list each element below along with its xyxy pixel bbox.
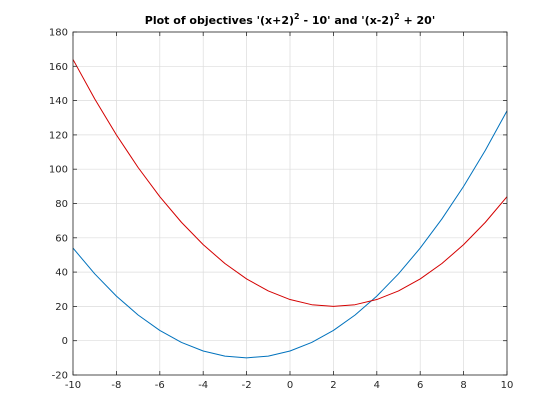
y-tick-label: 80: [55, 199, 68, 210]
x-tick-labels: -10 -8 -6 -4 -2 0 2 4 6 8 10: [65, 380, 514, 391]
x-tick-label: 2: [330, 380, 336, 391]
y-tick-label: 60: [55, 233, 68, 244]
chart-title-part1: Plot of objectives '(x+2): [145, 14, 294, 27]
y-tick-label: 140: [49, 96, 68, 107]
series-layer: [72, 59, 508, 359]
x-tick-label: -2: [242, 380, 252, 391]
y-tick-label: 160: [49, 62, 68, 73]
y-tick-label: 120: [49, 130, 68, 141]
series-line-2: [72, 59, 508, 307]
y-tick-label: 100: [49, 165, 68, 176]
x-tick-label: 4: [374, 380, 380, 391]
x-tick-label: -4: [198, 380, 208, 391]
y-tick-labels: -20 0 20 40 60 80 100 120 140 160 180: [49, 28, 68, 382]
x-tick-label: 8: [460, 380, 466, 391]
tick-marks: [72, 31, 508, 376]
x-tick-label: -10: [65, 380, 81, 391]
chart-title-part2: - 10' and '(x-2): [300, 14, 394, 27]
x-tick-label: -8: [111, 380, 121, 391]
x-tick-label: 10: [501, 380, 514, 391]
y-tick-label: 180: [49, 28, 68, 39]
x-tick-label: -6: [155, 380, 165, 391]
y-tick-label: 40: [55, 268, 68, 279]
x-tick-label: 0: [287, 380, 293, 391]
y-tick-label: -20: [52, 371, 68, 382]
chart-title-superscript-2: 2: [394, 12, 400, 21]
y-tick-label: 0: [62, 336, 68, 347]
series-line-1: [72, 110, 508, 359]
chart-title: Plot of objectives '(x+2)2 - 10' and '(x…: [145, 12, 435, 27]
y-tick-label: 20: [55, 302, 68, 313]
chart-title-part3: + 20': [400, 14, 436, 27]
chart-title-superscript-1: 2: [294, 12, 300, 21]
x-tick-label: 6: [417, 380, 423, 391]
